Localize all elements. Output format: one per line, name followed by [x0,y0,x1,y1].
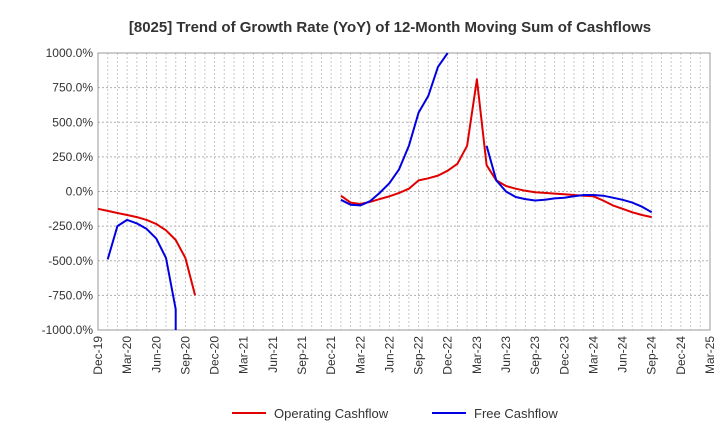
operating-cashflow-line [97,207,197,296]
x-tick-label: Dec-22 [441,336,455,375]
series [97,52,653,330]
x-tick-label: Jun-21 [266,336,280,373]
x-tick-label: Jun-23 [499,336,513,373]
x-tick-label: Mar-20 [120,336,134,374]
x-axis: Dec-19 Mar-20 Jun-20 Sep-20 Dec-20 Mar-21 Jun-… [91,336,717,375]
x-tick-label: Jun-20 [149,336,163,373]
y-tick-label: 1000.0% [46,46,94,60]
x-tick-label: Dec-20 [208,336,222,375]
y-axis: 1000.0% 750.0% 500.0% 250.0% 0.0% -250.0% -500… [42,46,94,337]
y-tick-label: 0.0% [66,185,94,199]
x-tick-label: Sep-22 [412,336,426,375]
x-tick-label: Mar-25 [703,336,717,374]
free-cashflow-line [106,218,177,330]
x-tick-label: Mar-23 [470,336,484,374]
x-tick-label: Mar-21 [237,336,251,374]
x-tick-label: Jun-22 [382,336,396,373]
chart-title: [8025] Trend of Growth Rate (YoY) of 12-… [129,19,651,36]
y-tick-label: -250.0% [48,219,93,233]
x-tick-label: Dec-23 [557,336,571,375]
y-tick-label: 750.0% [52,81,93,95]
y-tick-label: 250.0% [52,150,93,164]
x-tick-label: Dec-24 [674,336,688,375]
legend-label-free: Free Cashflow [474,406,558,421]
x-tick-label: Sep-21 [295,336,309,375]
x-tick-label: Sep-23 [528,336,542,375]
x-tick-label: Dec-19 [91,336,105,375]
x-tick-label: Mar-24 [586,336,600,374]
y-tick-label: 500.0% [52,115,93,129]
plot-area [97,52,711,331]
x-tick-label: Sep-20 [178,336,192,375]
y-tick-label: -1000.0% [42,323,94,337]
x-tick-label: Dec-21 [324,336,338,375]
x-tick-label: Jun-24 [616,336,630,373]
y-tick-label: -750.0% [48,288,93,302]
free-cashflow-line [340,52,449,207]
free-cashflow-line [485,145,653,214]
legend-label-operating: Operating Cashflow [274,406,389,421]
y-tick-label: -500.0% [48,254,93,268]
x-tick-label: Sep-24 [645,336,659,375]
x-tick-label: Mar-22 [353,336,367,374]
legend: Operating Cashflow Free Cashflow [232,406,558,421]
